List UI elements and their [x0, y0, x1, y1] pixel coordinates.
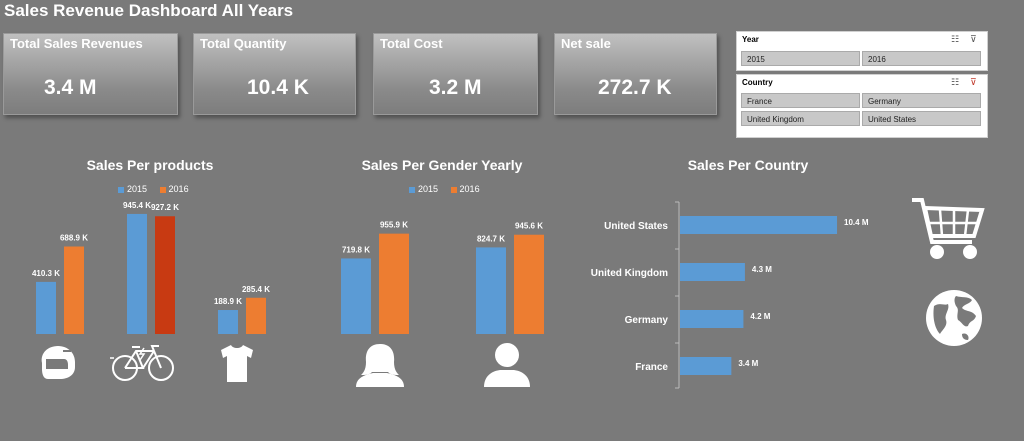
bar-2016-1: [155, 216, 175, 334]
clear-filter-icon[interactable]: ⊽: [970, 34, 977, 44]
legend-label-2015: 2015: [418, 184, 439, 194]
tshirt-icon: [221, 345, 253, 382]
country-data-label: 4.3 M: [752, 265, 772, 274]
data-label-2016-0: 955.9 K: [380, 221, 408, 230]
bar-2015-2: [218, 310, 238, 334]
products-chart-title: Sales Per products: [86, 157, 214, 173]
year-option-2015[interactable]: 2015: [741, 51, 860, 66]
bar-2015-1: [476, 247, 506, 334]
bicycle-icon: [110, 345, 174, 381]
globe-icon: [926, 290, 982, 346]
country-option-united-kingdom[interactable]: United Kingdom: [741, 111, 860, 126]
country-data-label: 4.2 M: [750, 312, 770, 321]
dashboard-title: Sales Revenue Dashboard All Years: [4, 1, 294, 20]
kpi-card-total-sales: Total Sales Revenues 3.4 M: [3, 33, 178, 115]
country-tick-label: Germany: [625, 315, 669, 326]
country-bar-chart: United States 10.4 M United Kingdom 4.3 M Ge…: [591, 201, 869, 389]
bar-united-states: [680, 216, 838, 234]
kpi-label: Total Sales Revenues: [10, 36, 143, 51]
kpi-label: Net sale: [561, 36, 611, 51]
kpi-value: 272.7 K: [598, 76, 672, 99]
kpi-card-net-sale: Net sale 272.7 K: [554, 33, 717, 115]
legend-label-2016: 2016: [168, 184, 189, 194]
bar-2016-0: [64, 246, 84, 334]
products-bar-chart: 410.3 K 688.9 K 945.4 K 927.2 K 188.9 K285.4…: [32, 201, 270, 334]
legend-swatch-2016: [450, 186, 457, 193]
kpi-value: 10.4 K: [247, 76, 309, 99]
legend-swatch-2015: [409, 186, 415, 193]
products-chart-legend: 2015 2016: [118, 184, 199, 194]
legend-label-2016: 2016: [459, 184, 480, 194]
gender-chart-title: Sales Per Gender Yearly: [361, 157, 523, 173]
legend-swatch-2015: [118, 186, 124, 193]
helmet-icon: [41, 346, 75, 379]
year-option-2016[interactable]: 2016: [862, 51, 981, 66]
kpi-label: Total Cost: [380, 36, 443, 51]
data-label-2015-0: 410.3 K: [32, 269, 60, 278]
data-label-2015-2: 188.9 K: [214, 297, 242, 306]
kpi-value: 3.4 M: [44, 76, 97, 99]
data-label-2016-1: 945.6 K: [515, 222, 543, 231]
data-label-2015-1: 824.7 K: [477, 234, 505, 243]
shopping-cart-icon: [912, 198, 985, 259]
kpi-card-total-cost: Total Cost 3.2 M: [373, 33, 538, 115]
bar-2016-2: [246, 297, 266, 334]
bar-2016-0: [379, 233, 409, 334]
multi-select-icon[interactable]: ☷: [951, 34, 960, 44]
country-slicer[interactable]: Country ☷ ⊽ France Germany United Kingdo…: [736, 74, 988, 138]
country-option-united-states[interactable]: United States: [862, 111, 981, 126]
bar-2015-0: [341, 258, 371, 334]
clear-filter-icon[interactable]: ⊽: [970, 77, 977, 87]
bar-france: [680, 357, 732, 375]
bar-2016-1: [514, 234, 544, 334]
year-slicer-header: Year: [742, 35, 759, 44]
bar-2015-0: [36, 281, 56, 334]
kpi-label: Total Quantity: [200, 36, 287, 51]
data-label-2016-1: 927.2 K: [151, 203, 179, 212]
bar-germany: [680, 310, 744, 328]
bar-united-kingdom: [680, 263, 745, 281]
country-tick-label: France: [635, 362, 668, 373]
country-tick-label: United States: [604, 221, 668, 232]
legend-swatch-2016: [159, 186, 166, 193]
gender-chart-legend: 2015 2016: [409, 184, 490, 194]
male-icon: [484, 343, 530, 387]
bar-2015-1: [127, 213, 147, 334]
legend-label-2015: 2015: [127, 184, 148, 194]
country-option-france[interactable]: France: [741, 93, 860, 108]
country-data-label: 10.4 M: [844, 218, 869, 227]
female-icon: [356, 344, 404, 387]
country-chart-title: Sales Per Country: [687, 157, 809, 173]
year-slicer[interactable]: Year ☷ ⊽ 2015 2016: [736, 31, 988, 71]
data-label-2015-1: 945.4 K: [123, 201, 151, 210]
country-data-label: 3.4 M: [738, 359, 758, 368]
country-slicer-header: Country: [742, 78, 773, 87]
country-option-germany[interactable]: Germany: [862, 93, 981, 108]
kpi-value: 3.2 M: [429, 76, 482, 99]
gender-bar-chart: 719.8 K 955.9 K 824.7 K 945.6 K: [341, 221, 544, 334]
multi-select-icon[interactable]: ☷: [951, 77, 960, 87]
data-label-2016-0: 688.9 K: [60, 234, 88, 243]
country-tick-label: United Kingdom: [591, 268, 668, 279]
data-label-2015-0: 719.8 K: [342, 245, 370, 254]
data-label-2016-2: 285.4 K: [242, 285, 270, 294]
kpi-card-total-quantity: Total Quantity 10.4 K: [193, 33, 356, 115]
